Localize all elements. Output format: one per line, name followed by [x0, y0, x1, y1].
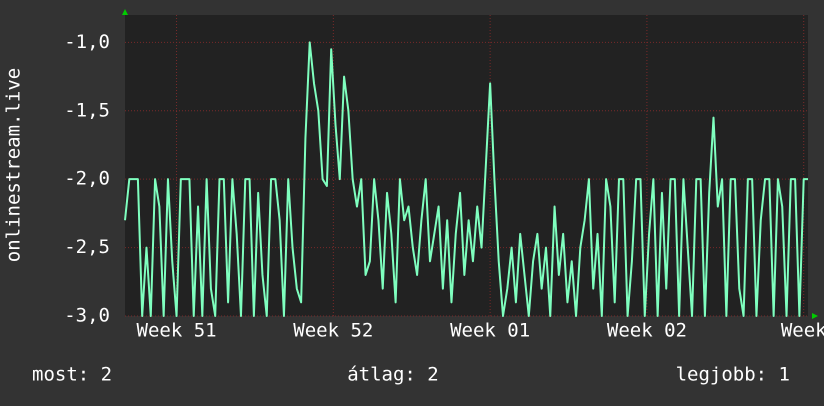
axis-arrow [122, 9, 128, 15]
stat-average: átlag: 2 [347, 364, 439, 386]
x-tick-label: Week [781, 320, 824, 342]
x-tick-label: Week 52 [293, 320, 373, 342]
x-tick-label: Week 01 [450, 320, 530, 342]
y-axis-title: onlinestream.live [3, 68, 25, 262]
x-tick-label: Week 51 [137, 320, 217, 342]
y-tick-label: -2,5 [64, 236, 110, 258]
y-tick-label: -1,5 [64, 99, 110, 121]
y-tick-label: -3,0 [64, 305, 110, 327]
y-tick-label: -1,0 [64, 31, 110, 53]
axis-arrow [812, 313, 818, 319]
stat-current: most: 2 [32, 364, 112, 386]
x-tick-label: Week 02 [607, 320, 687, 342]
y-tick-label: -2,0 [64, 168, 110, 190]
stat-max: legjobb: 1 [676, 364, 790, 386]
data-line [124, 41, 808, 317]
